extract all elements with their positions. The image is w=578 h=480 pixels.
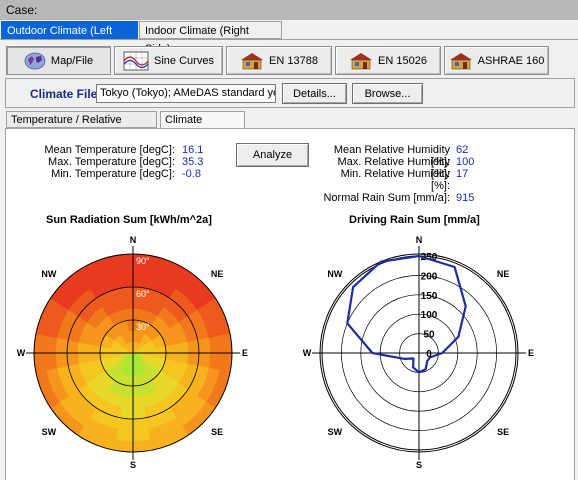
sun-radiation-title: Sun Radiation Sum [kWh/m^2a] (46, 214, 212, 226)
min-rh-label: Min. Relative Humidity [%]: (340, 168, 450, 192)
rain-direction-label-e: E (528, 348, 534, 358)
house-icon (350, 52, 373, 69)
direction-label-sw: SW (42, 427, 57, 437)
mean-temperature-label: Mean Temperature [degC]: (44, 144, 175, 156)
en13788-button[interactable]: EN 13788 (226, 46, 332, 75)
rain-tick-200: 200 (421, 271, 438, 282)
sine-curves-button[interactable]: Sine Curves (114, 46, 223, 75)
rain-direction-label-s: S (416, 460, 422, 470)
rain-tick-0: 0 (426, 349, 432, 360)
direction-label-n: N (130, 235, 137, 245)
map-file-label: Map/File (50, 54, 94, 67)
divider (0, 39, 578, 40)
min-temperature-label: Min. Temperature [degC]: (51, 168, 175, 180)
case-bar (0, 0, 578, 20)
mean-rh-label: Mean Relative Humidity [%]: (333, 144, 450, 168)
tab-indoor-climate[interactable]: Indoor Climate (Right Side) (139, 21, 282, 55)
direction-label-s: S (130, 460, 136, 470)
case-label: Case: (6, 3, 38, 17)
driving-rain-title: Driving Rain Sum [mm/a] (349, 214, 480, 226)
ring-label-90: 90° (136, 256, 150, 266)
browse-button[interactable]: Browse... (352, 83, 423, 104)
rain-direction-label-sw: SW (328, 427, 343, 437)
driving-rain-line (346, 254, 467, 374)
max-rh-label: Max. Relative Humidity [%]: (337, 156, 450, 180)
rain-direction-label-w: W (303, 348, 312, 358)
direction-label-w: W (17, 348, 26, 358)
ring-label-30: 30° (136, 322, 150, 332)
rain-sum-label: Normal Rain Sum [mm/a]: (323, 192, 450, 204)
rain-tick-100: 100 (421, 310, 438, 321)
rain-direction-label-ne: NE (497, 269, 510, 279)
min-rh-value: 17 (456, 168, 469, 180)
max-temperature-value: 35.3 (182, 156, 204, 168)
ashrae160-label: ASHRAE 160 (477, 54, 545, 67)
radiation-cell (126, 341, 134, 354)
ashrae160-button[interactable]: ASHRAE 160 (444, 46, 549, 75)
direction-label-e: E (242, 348, 248, 358)
analyze-button[interactable]: Analyze (236, 143, 309, 167)
max-temperature-label: Max. Temperature [degC]: (48, 156, 175, 168)
en15026-button[interactable]: EN 15026 (335, 46, 441, 75)
direction-label-se: SE (211, 427, 223, 437)
house-icon (241, 52, 264, 69)
sine-curves-label: Sine Curves (154, 54, 214, 67)
ring-label-60: 60° (136, 289, 150, 299)
rain-direction-label-nw: NW (327, 269, 342, 279)
rain-direction-label-n: N (416, 235, 423, 245)
rain-sum-value: 915 (456, 192, 475, 204)
details-button[interactable]: Details... (282, 83, 347, 104)
direction-label-ne: NE (211, 269, 224, 279)
en15026-label: EN 15026 (378, 54, 427, 67)
mean-rh-value: 62 (456, 144, 469, 156)
rain-tick-50: 50 (423, 330, 435, 341)
min-temperature-value: -0.8 (182, 168, 201, 180)
sine-curves-icon (123, 51, 149, 70)
direction-label-nw: NW (41, 269, 56, 279)
climate-file-field[interactable]: Tokyo (Tokyo); AMeDAS standard year (96, 84, 276, 103)
rain-direction-label-se: SE (497, 427, 509, 437)
rain-tick-250: 250 (421, 252, 438, 263)
house-icon (449, 52, 472, 69)
mean-temperature-value: 16.1 (182, 144, 204, 156)
world-map-icon (24, 52, 46, 69)
max-rh-value: 100 (456, 156, 475, 168)
map-file-button[interactable]: Map/File (6, 46, 111, 75)
climate-file-label: Climate File (30, 87, 98, 101)
rain-tick-150: 150 (421, 291, 438, 302)
en13788-label: EN 13788 (269, 54, 318, 67)
